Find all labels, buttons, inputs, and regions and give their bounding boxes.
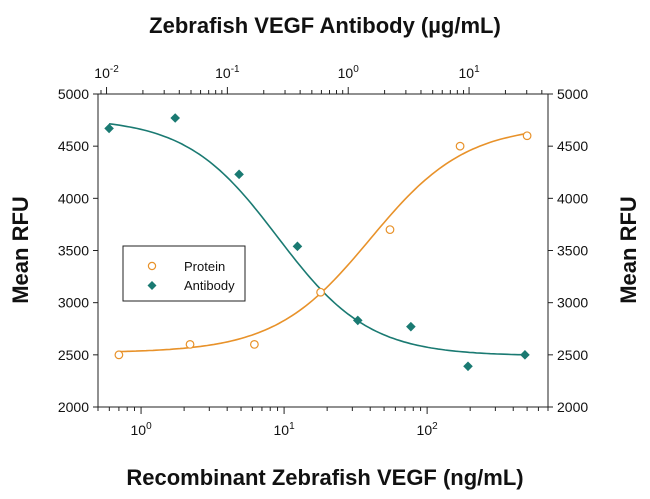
chart-title: Zebrafish VEGF Antibody (µg/mL) (149, 13, 501, 38)
x2-tick-label: 101 (458, 64, 480, 81)
protein-point (114, 350, 124, 360)
fit-curve-antibody (109, 123, 525, 356)
antibody-point (463, 361, 473, 372)
y-tick-label: 3000 (58, 295, 89, 311)
legend-box (122, 245, 246, 302)
y-tick-label: 4500 (58, 138, 89, 154)
protein-point (185, 340, 195, 349)
x-tick-label: 102 (417, 421, 439, 438)
protein-point (385, 225, 395, 235)
y2-tick-label: 5000 (557, 86, 588, 102)
y2-axis-label: Mean RFU (616, 196, 641, 304)
y2-tick-label: 3500 (557, 243, 588, 259)
legend-marker-antibody (147, 281, 157, 290)
x2-tick-label: 10-2 (94, 64, 119, 81)
fit-curve-protein (118, 132, 528, 353)
legend-label-protein: Protein (184, 259, 225, 274)
y2-tick-label: 2500 (557, 347, 588, 363)
legend: Protein Antibody (122, 245, 246, 302)
y-tick-label: 2500 (58, 347, 89, 363)
protein-point (316, 287, 326, 297)
antibody-point (520, 350, 530, 360)
protein-point (455, 141, 465, 151)
axes-layer: 2000 2000 2500 2500 3000 3000 3500 3500 4000 4000… (58, 64, 589, 438)
legend-label-antibody: Antibody (184, 278, 235, 293)
y2-tick-label: 3000 (557, 295, 588, 311)
x2-tick-label: 100 (338, 64, 360, 81)
protein-point (249, 340, 259, 349)
antibody-point (234, 169, 244, 180)
data-points (104, 113, 532, 372)
legend-marker-protein (147, 261, 157, 271)
antibody-point (104, 123, 114, 134)
y2-tick-label: 4000 (557, 190, 588, 206)
y-tick-label: 4000 (58, 190, 89, 206)
y-tick-label: 3500 (58, 243, 89, 259)
labels: Zebrafish VEGF Antibody (µg/mL) Recombin… (8, 13, 641, 490)
y2-tick-label: 2000 (557, 399, 588, 415)
y-tick-label: 2000 (58, 399, 89, 415)
y-axis-label: Mean RFU (8, 196, 33, 304)
antibody-point (170, 113, 180, 123)
protein-point (522, 131, 532, 141)
antibody-point (352, 315, 363, 326)
y-tick-label: 5000 (58, 86, 89, 102)
x2-tick-label: 10-1 (215, 64, 240, 81)
antibody-point (406, 321, 416, 332)
fit-curves (109, 123, 528, 356)
x-axis-label: Recombinant Zebrafish VEGF (ng/mL) (126, 465, 523, 490)
antibody-point (292, 241, 303, 252)
x-tick-label: 100 (130, 421, 152, 438)
y2-tick-label: 4500 (557, 138, 588, 154)
x-tick-label: 101 (274, 421, 296, 438)
